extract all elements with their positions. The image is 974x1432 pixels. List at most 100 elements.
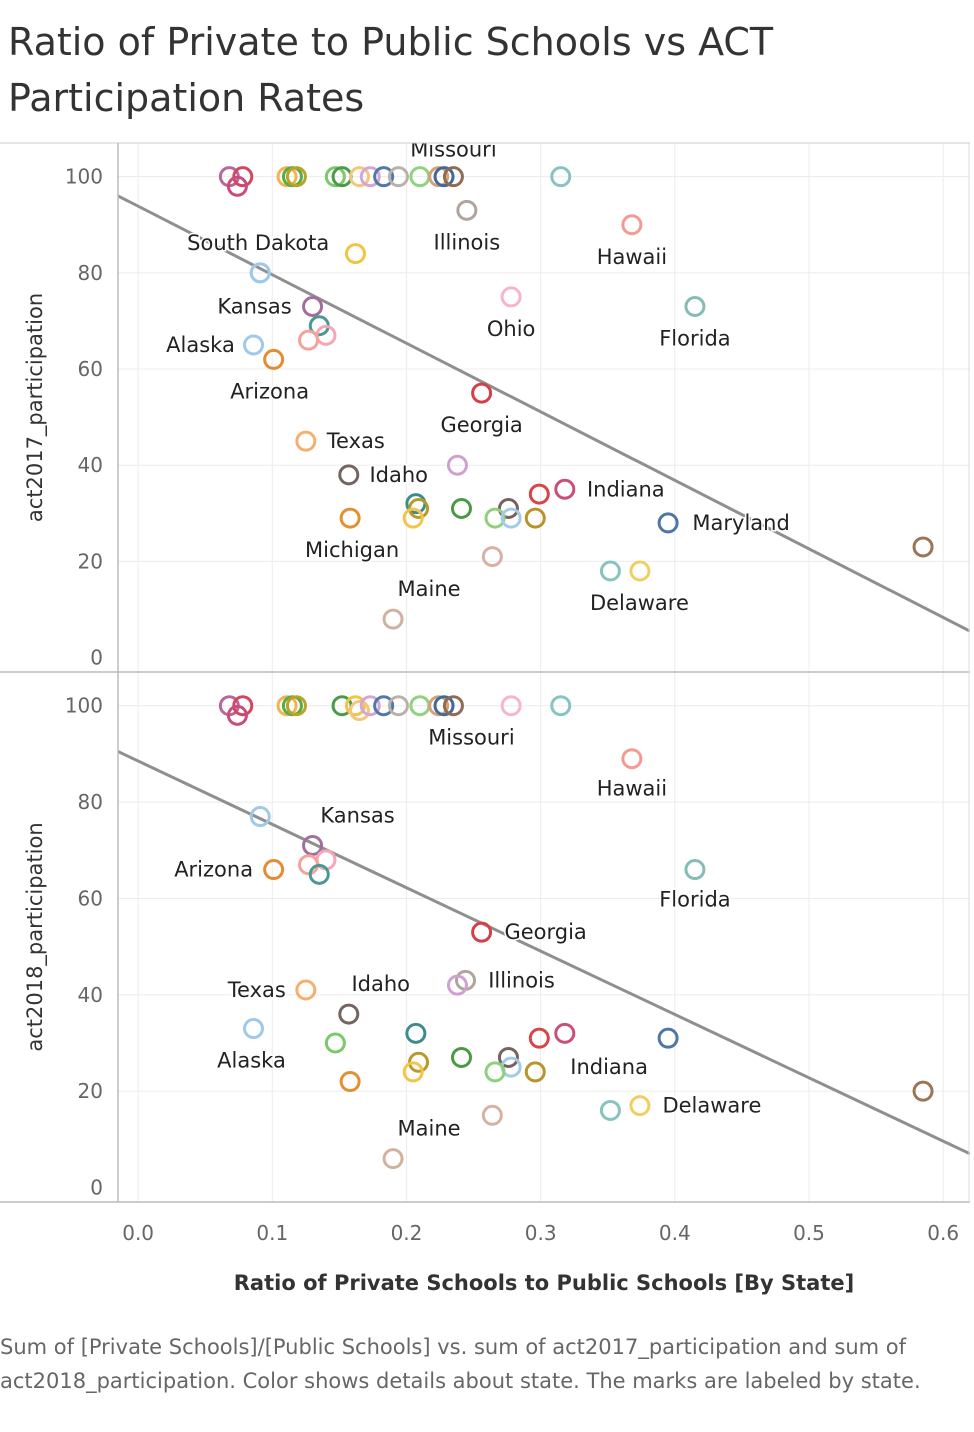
data-point	[599, 560, 621, 582]
y-tick-label: 40	[78, 983, 103, 1007]
data-point	[295, 430, 317, 452]
data-point	[263, 859, 285, 881]
point-label: Texas	[326, 429, 385, 453]
data-point	[528, 1027, 550, 1049]
data-point	[387, 166, 409, 188]
x-tick-label: 0.5	[793, 1221, 825, 1245]
data-point	[359, 695, 381, 717]
plot-area: Missouri Hawaii Kansas Arizona Florida Georgi…	[118, 695, 970, 1170]
data-point	[599, 1099, 621, 1121]
data-point	[338, 464, 360, 486]
y-tick-label: 20	[78, 549, 103, 573]
point-label: Arizona	[174, 858, 253, 882]
data-point	[450, 497, 472, 519]
data-point	[373, 166, 395, 188]
data-point	[481, 546, 503, 568]
data-point	[912, 536, 934, 558]
scatter-chart: 0 20 40 60 80 100 act2017_participation Missour…	[0, 138, 970, 1295]
data-point	[621, 214, 643, 236]
data-point	[500, 286, 522, 308]
data-point	[471, 382, 493, 404]
data-point	[481, 1104, 503, 1126]
data-point	[442, 695, 464, 717]
y-axis-title: act2017_participation	[23, 293, 48, 522]
data-point	[405, 1022, 427, 1044]
point-label: Texas	[227, 978, 286, 1002]
data-point	[243, 1018, 265, 1040]
x-tick-label: 0.4	[659, 1221, 691, 1245]
data-point	[298, 854, 320, 876]
point-label: Kansas	[320, 803, 394, 827]
point-label: Florida	[659, 888, 730, 912]
point-label: Indiana	[570, 1055, 648, 1079]
data-point	[324, 1032, 346, 1054]
data-point	[500, 507, 522, 529]
data-point	[344, 695, 366, 717]
data-point	[339, 1071, 361, 1093]
data-point	[344, 243, 366, 265]
trend-line	[118, 750, 970, 1156]
data-point	[554, 1022, 576, 1044]
data-point	[387, 695, 409, 717]
x-tick-label: 0.3	[525, 1221, 557, 1245]
data-point	[402, 507, 424, 529]
data-point	[484, 1061, 506, 1083]
data-point	[471, 921, 493, 943]
point-label: Hawaii	[597, 777, 667, 801]
y-tick-label: 60	[78, 886, 103, 910]
chart-caption: Sum of [Private Schools]/[Public Schools…	[0, 1335, 921, 1393]
point-label: Delaware	[590, 591, 689, 615]
data-point	[226, 704, 248, 726]
data-point	[263, 348, 285, 370]
data-point	[684, 859, 706, 881]
point-label: Missouri	[410, 138, 496, 162]
point-label: Michigan	[305, 538, 399, 562]
plot-area: Missouri Illinois Hawaii Ohio Florida Kansas A…	[118, 138, 970, 633]
data-point	[621, 748, 643, 770]
point-label: Maine	[398, 1117, 461, 1141]
data-point	[226, 175, 248, 197]
data-point	[446, 454, 468, 476]
chart-title: Ratio of Private to Public Schools vs AC…	[8, 20, 774, 120]
point-label: Idaho	[369, 463, 428, 487]
trend-line	[118, 194, 970, 633]
data-point	[484, 507, 506, 529]
y-tick-label: 100	[65, 165, 103, 189]
data-point	[243, 334, 265, 356]
point-label: Maryland	[692, 511, 789, 535]
y-tick-label: 0	[90, 1176, 103, 1200]
x-tick-label: 0.0	[122, 1221, 154, 1245]
data-point	[373, 695, 395, 717]
data-point	[349, 166, 371, 188]
x-tick-label: 0.1	[256, 1221, 288, 1245]
point-label: Missouri	[428, 726, 514, 750]
data-point	[433, 166, 455, 188]
point-label: Florida	[659, 327, 730, 351]
data-point	[684, 296, 706, 318]
point-label: Hawaii	[597, 245, 667, 269]
data-point	[497, 1046, 519, 1068]
data-point	[302, 834, 324, 856]
data-point	[382, 608, 404, 630]
point-label: Arizona	[230, 379, 309, 403]
data-point	[308, 863, 330, 885]
point-label: Ohio	[487, 317, 536, 341]
y-tick-label: 60	[78, 357, 103, 381]
data-point	[433, 695, 455, 717]
point-label: Alaska	[217, 1049, 286, 1073]
x-axis-title: Ratio of Private Schools to Public Schoo…	[234, 1271, 854, 1295]
y-tick-label: 100	[65, 694, 103, 718]
data-point	[302, 296, 324, 318]
point-label: Indiana	[587, 477, 665, 501]
data-point	[554, 478, 576, 500]
x-tick-label: 0.6	[927, 1221, 959, 1245]
data-point	[249, 262, 271, 284]
data-point	[524, 1061, 546, 1083]
y-tick-label: 20	[78, 1079, 103, 1103]
data-point	[629, 1095, 651, 1117]
data-point	[657, 512, 679, 534]
point-label: Delaware	[662, 1094, 761, 1118]
y-axis-title: act2018_participation	[23, 822, 48, 1051]
data-point	[450, 1046, 472, 1068]
data-point	[456, 199, 478, 221]
